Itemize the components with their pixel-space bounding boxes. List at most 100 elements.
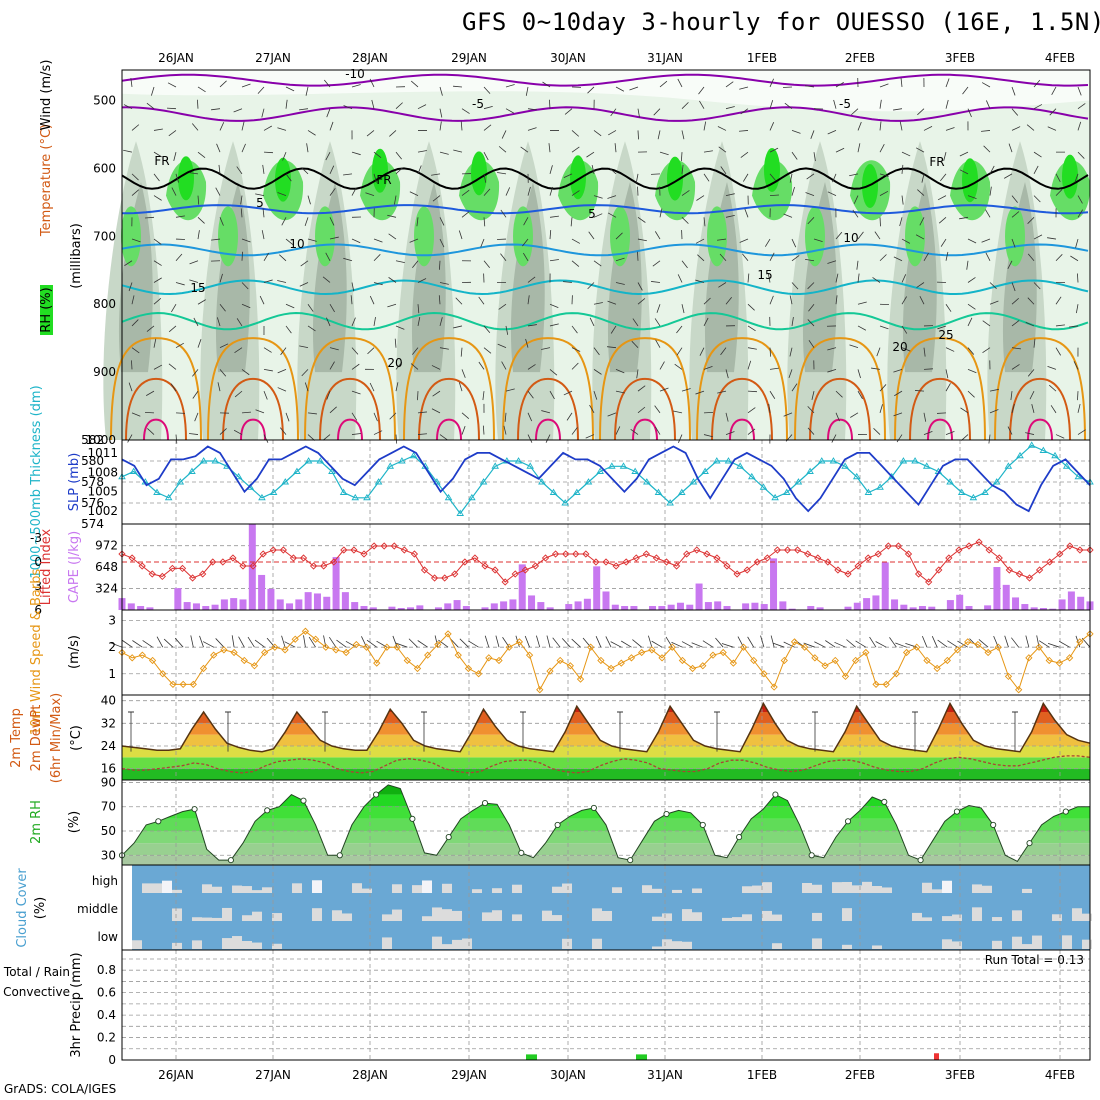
wind-barb-10m — [721, 643, 734, 648]
lifted-index-point — [1066, 542, 1074, 550]
wind-barb — [1007, 260, 1013, 269]
lifted-index-point — [683, 550, 691, 558]
rh2m-point — [191, 806, 198, 813]
thickness-point — [316, 457, 325, 464]
cape-bar — [956, 594, 964, 610]
lifted-index-point — [330, 558, 338, 566]
wind-barb — [593, 130, 602, 137]
wind-barb — [439, 151, 449, 155]
rh-band — [962, 158, 978, 203]
wind-barb — [835, 82, 844, 88]
cloud-cell — [922, 882, 932, 893]
wind-barb — [893, 369, 903, 373]
lifted-index-point — [652, 554, 661, 562]
wind-speed-point — [546, 667, 554, 675]
wind-barb — [1077, 391, 1079, 401]
thickness-point — [829, 457, 838, 464]
date-label-top: 4FEB — [1045, 51, 1075, 65]
wind-barb — [1077, 86, 1082, 96]
wind-barb — [277, 369, 287, 374]
wind-barb — [945, 303, 952, 312]
isotherm-25 — [894, 337, 986, 441]
lifted-index-point — [451, 570, 459, 578]
wind-barb — [593, 195, 603, 199]
lifted-index-point — [269, 546, 277, 554]
wind-barb — [304, 217, 309, 226]
wind-barb — [277, 127, 287, 131]
wind-barb — [1031, 404, 1035, 413]
lifted-index-point — [662, 558, 671, 566]
wind-barb — [981, 130, 991, 132]
cloud-cell — [422, 916, 432, 921]
lifted-index-point — [804, 550, 812, 558]
lifted-index-point — [713, 554, 721, 562]
thickness-point — [363, 493, 371, 501]
wind-barb-10m — [772, 642, 785, 648]
cloud-cell — [542, 910, 552, 921]
wind-barb — [175, 434, 178, 444]
wind-barb — [387, 214, 397, 218]
date-label-top: 2FEB — [845, 51, 875, 65]
rh-legend-swatch — [40, 285, 53, 335]
wind-barb — [673, 410, 683, 414]
wind-barb — [439, 121, 442, 131]
freezing-level — [121, 167, 1089, 190]
temp-unit-label: (°C) — [69, 725, 84, 751]
lifted-index-point — [360, 550, 368, 558]
isotherm-5 — [122, 204, 1089, 215]
wind-barb — [589, 404, 595, 414]
cloud-cell — [202, 884, 212, 893]
isotherm-30 — [517, 377, 579, 441]
cloud-cell — [742, 914, 752, 921]
wind-barb — [637, 216, 646, 223]
cloud-cell — [462, 938, 472, 949]
wind-barb — [1033, 165, 1039, 175]
wind-barb — [587, 282, 595, 290]
wind-barb — [1010, 391, 1013, 401]
wind-barb — [192, 369, 199, 377]
wind-barb — [483, 124, 492, 131]
wind-barb — [255, 193, 265, 196]
rh2m-line — [121, 784, 1090, 863]
wind-speed-point — [729, 659, 738, 667]
wind-barb-10m — [702, 640, 714, 648]
wind-barb — [791, 255, 800, 262]
cloud-cell — [222, 938, 232, 949]
wind-barb — [945, 99, 949, 109]
thickness-point — [782, 488, 791, 495]
lifted-index-point — [955, 546, 963, 554]
wind-barb — [676, 325, 683, 334]
isotherm-35 — [535, 418, 561, 441]
wind-barb — [1055, 434, 1065, 439]
wind-barb-10m — [1075, 635, 1081, 648]
temp-band — [122, 746, 1090, 758]
cloud-cell — [1022, 888, 1032, 893]
wind-barb — [945, 383, 951, 392]
thickness-point — [911, 457, 919, 464]
thickness-point — [992, 478, 1001, 485]
wind-barb — [742, 253, 749, 262]
wind-speed-point — [964, 638, 972, 646]
lifted-tick: 0 — [34, 555, 42, 569]
cloud-cell — [972, 884, 982, 893]
lifted-index-point — [1046, 558, 1054, 566]
thickness-point — [199, 457, 208, 464]
cape-bar — [658, 606, 666, 610]
wind-barb — [593, 260, 602, 267]
wind-barb — [764, 238, 771, 247]
wind-barb — [153, 238, 162, 245]
wind-barb — [921, 173, 925, 183]
wind-barb — [541, 347, 551, 350]
wind-barb — [681, 164, 684, 174]
wind-barb — [351, 317, 356, 327]
wind-speed-point — [444, 630, 452, 638]
thickness-point — [689, 478, 698, 485]
wind-barb — [219, 217, 224, 226]
isotherm-30 — [809, 377, 871, 441]
wind-barb — [967, 195, 977, 199]
wind-speed-point — [556, 656, 564, 665]
wind-barb — [367, 347, 375, 355]
thickness-point — [1039, 446, 1048, 453]
wind-barb-10m — [199, 635, 204, 648]
rh-band — [805, 206, 825, 267]
